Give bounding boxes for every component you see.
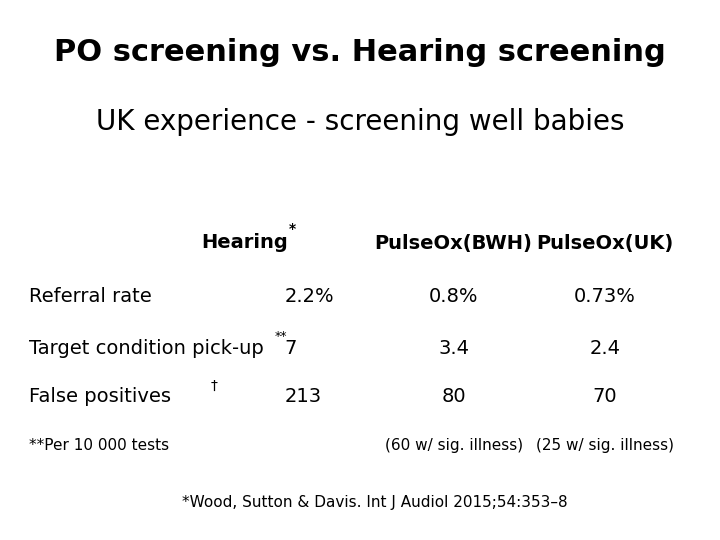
Text: 0.73%: 0.73% <box>574 287 636 307</box>
Text: UK experience - screening well babies: UK experience - screening well babies <box>96 108 624 136</box>
Text: **Per 10 000 tests: **Per 10 000 tests <box>29 438 169 453</box>
Text: 2.2%: 2.2% <box>284 287 334 307</box>
Text: *: * <box>289 222 296 237</box>
Text: †: † <box>210 379 217 393</box>
Text: Referral rate: Referral rate <box>29 287 151 307</box>
Text: 2.4: 2.4 <box>589 339 621 358</box>
Text: **: ** <box>275 330 287 343</box>
Text: 80: 80 <box>441 387 466 407</box>
Text: 70: 70 <box>593 387 617 407</box>
Text: PulseOx(BWH): PulseOx(BWH) <box>374 233 533 253</box>
Text: 0.8%: 0.8% <box>429 287 478 307</box>
Text: 3.4: 3.4 <box>438 339 469 358</box>
Text: Target condition pick-up: Target condition pick-up <box>29 339 264 358</box>
Text: 213: 213 <box>284 387 322 407</box>
Text: 7: 7 <box>284 339 297 358</box>
Text: (60 w/ sig. illness): (60 w/ sig. illness) <box>384 438 523 453</box>
Text: PO screening vs. Hearing screening: PO screening vs. Hearing screening <box>54 38 666 67</box>
Text: PulseOx(UK): PulseOx(UK) <box>536 233 673 253</box>
Text: False positives: False positives <box>29 387 171 407</box>
Text: (25 w/ sig. illness): (25 w/ sig. illness) <box>536 438 674 453</box>
Text: *Wood, Sutton & Davis. Int J Audiol 2015;54:353–8: *Wood, Sutton & Davis. Int J Audiol 2015… <box>181 495 567 510</box>
Text: Hearing: Hearing <box>202 233 288 253</box>
